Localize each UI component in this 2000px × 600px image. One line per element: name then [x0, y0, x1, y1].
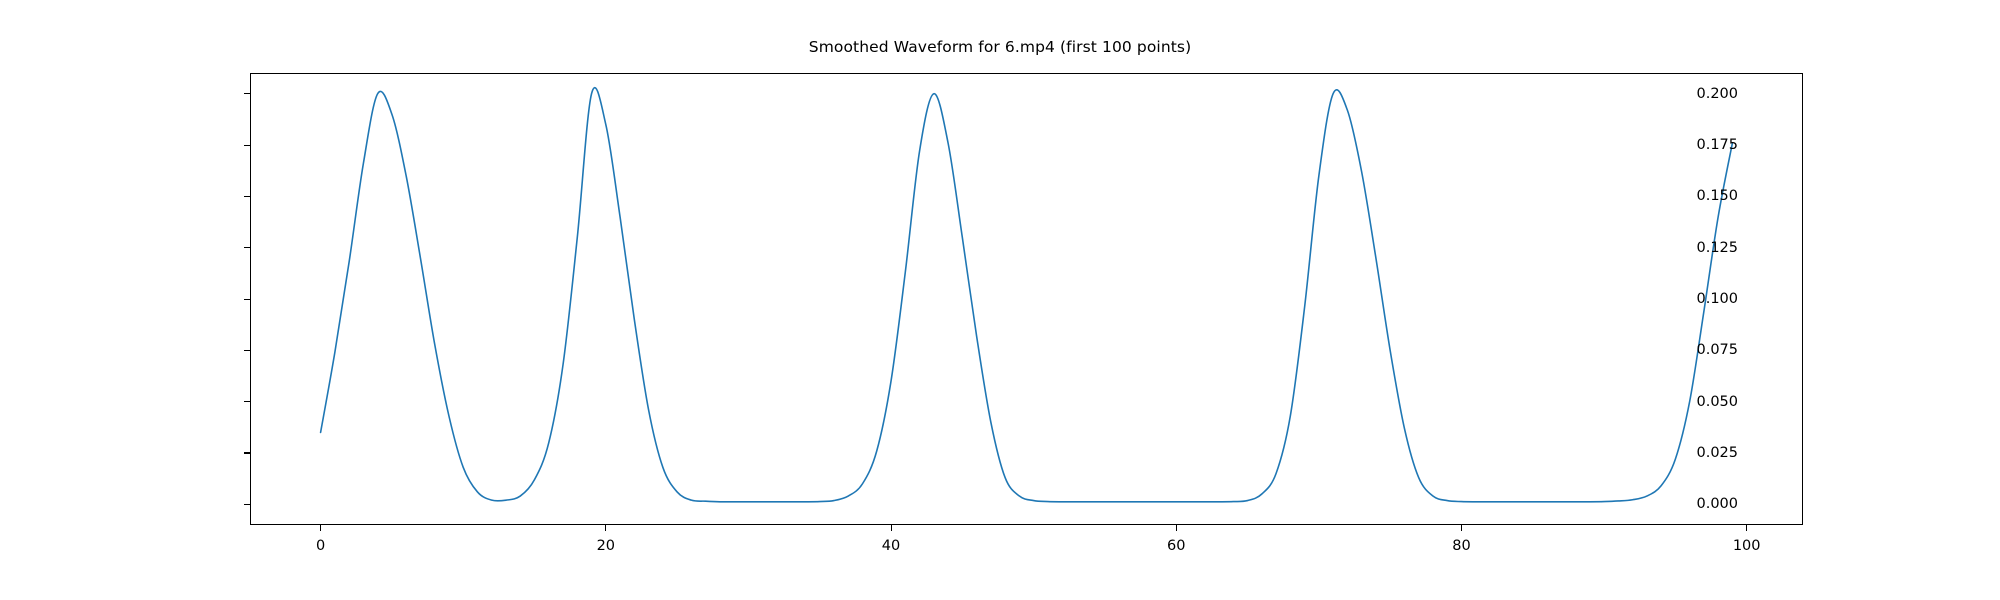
y-axis-tick-mark	[244, 144, 250, 146]
x-axis-tick-label: 20	[596, 538, 616, 554]
y-axis-tick-mark	[244, 452, 250, 454]
x-axis-tick-mark	[320, 525, 322, 531]
y-axis-tick-mark	[244, 195, 250, 197]
x-axis-tick-label: 40	[881, 538, 901, 554]
x-axis-tick-mark	[1175, 525, 1177, 531]
y-axis-tick-mark	[244, 401, 250, 403]
y-axis-tick-mark	[244, 349, 250, 351]
y-axis-tick-label: 0.175	[1696, 137, 1738, 154]
x-axis-tick-label: 100	[1732, 538, 1761, 554]
x-axis-tick-mark	[605, 525, 607, 531]
x-axis-tick-label: 60	[1167, 538, 1186, 554]
y-axis-tick-label: 0.025	[1696, 444, 1738, 461]
y-axis-tick-label: 0.100	[1696, 291, 1738, 307]
y-axis-tick-label: 0.150	[1696, 188, 1738, 205]
y-axis-tick-mark	[244, 298, 250, 300]
x-axis-tick-mark	[1746, 525, 1748, 531]
waveform-series-path	[321, 88, 1733, 502]
y-axis-tick-label: 0.000	[1696, 496, 1738, 513]
waveform-line-chart	[250, 73, 1803, 525]
y-axis-tick-mark	[244, 503, 250, 505]
y-axis-tick-mark	[244, 247, 250, 249]
y-axis-tick-label: 0.075	[1696, 342, 1738, 359]
y-axis-tick-label: 0.050	[1696, 393, 1738, 410]
x-axis-tick-mark	[1460, 525, 1463, 531]
x-axis-tick-label: 80	[1452, 538, 1471, 554]
y-axis-tick-mark	[244, 93, 250, 95]
y-axis-tick-label: 0.125	[1696, 239, 1738, 256]
page-title: Smoothed Waveform for 6.mp4 (first 100 p…	[808, 38, 1192, 56]
y-axis-tick-label: 0.200	[1696, 85, 1738, 102]
x-axis-tick-mark	[890, 525, 892, 531]
x-axis-tick-label: 0	[315, 538, 326, 554]
